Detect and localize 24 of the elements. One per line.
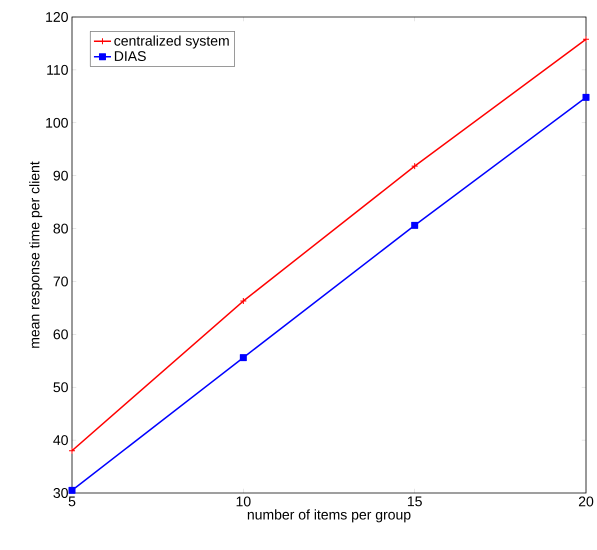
y-tick-label: 40 [53, 435, 68, 446]
y-tick-label: 100 [46, 118, 68, 128]
point [68, 486, 76, 494]
point [411, 222, 418, 229]
y-tick-label: 120 [46, 12, 68, 22]
x-axis-title: number of items per group [248, 509, 410, 522]
y-tick-label: 30 [53, 488, 68, 498]
x-tick-label: 5 [68, 496, 76, 506]
point [582, 94, 590, 101]
legend-label: centralized system [114, 35, 229, 49]
x-tick-label: 10 [236, 496, 251, 506]
y-tick-label: 70 [54, 276, 68, 286]
y-axis-title: mean response time per client [29, 161, 42, 348]
y-tick-label: 90 [54, 170, 68, 181]
y-tick-label: 50 [53, 382, 68, 392]
point [240, 298, 247, 305]
y-tick-label: 60 [54, 329, 68, 340]
legend-label: DIAS [114, 51, 146, 62]
x-tick-label: 15 [408, 496, 422, 506]
point [411, 162, 418, 170]
y-tick-label: 110 [47, 64, 68, 75]
y-tick-label: 80 [54, 224, 68, 234]
x-tick-label: 20 [578, 496, 594, 506]
point [240, 354, 247, 362]
